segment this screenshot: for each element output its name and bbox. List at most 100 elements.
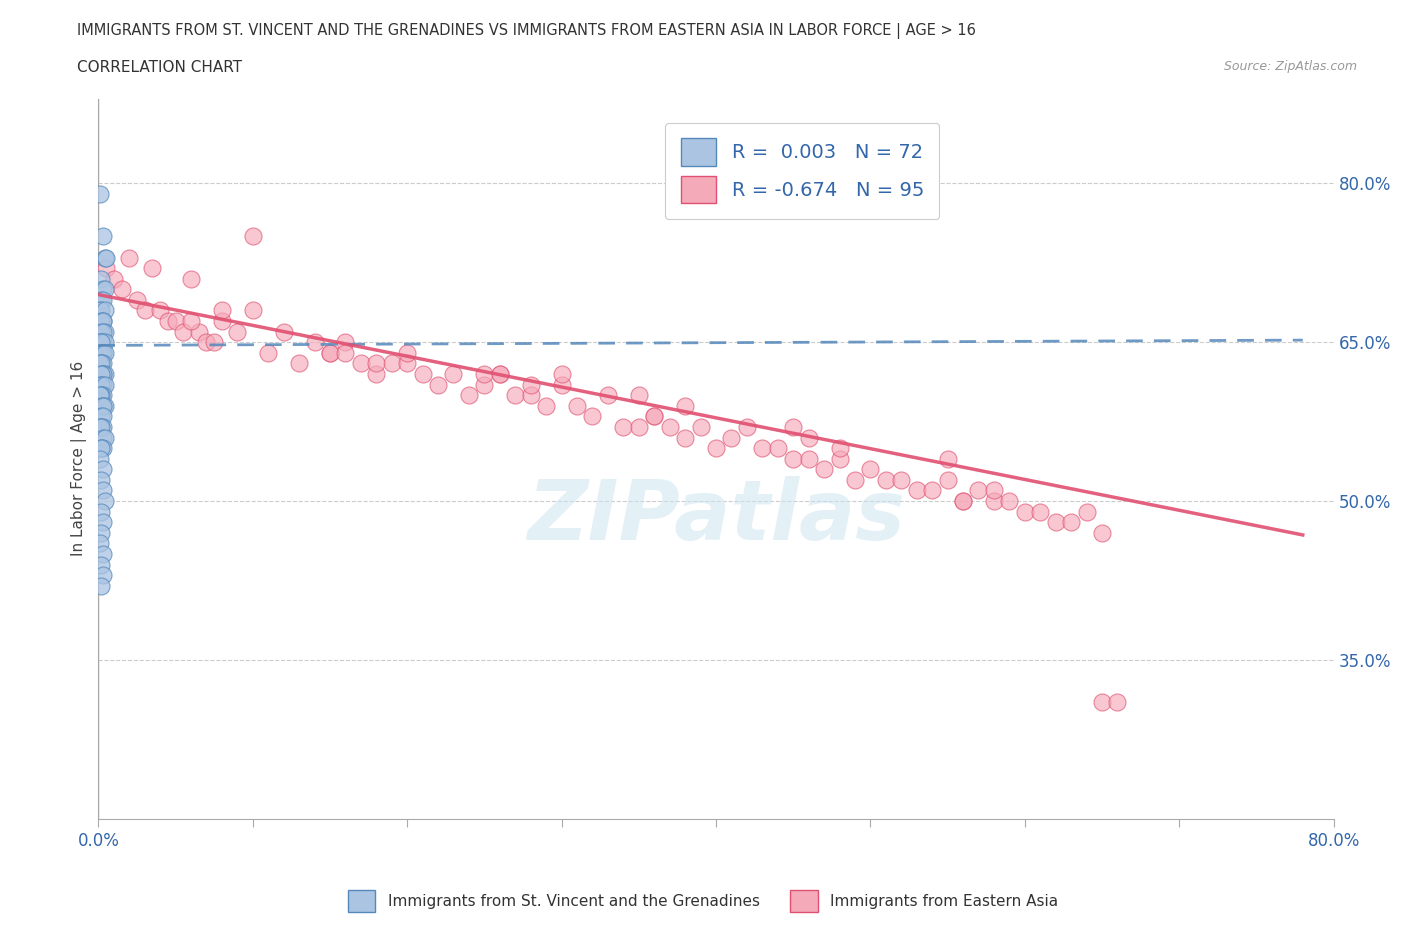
Text: Source: ZipAtlas.com: Source: ZipAtlas.com (1223, 60, 1357, 73)
Point (90, 366, 112, 381)
Point (89, 187, 111, 202)
Point (90, 313, 112, 328)
Point (998, 494, 1021, 509)
Point (766, 441, 789, 456)
Point (90, 388, 112, 403)
Point (91, 313, 114, 328)
Point (782, 451, 804, 466)
Legend: R =  0.003   N = 72, R = -0.674   N = 95: R = 0.003 N = 72, R = -0.674 N = 95 (665, 123, 939, 219)
Point (91, 282, 114, 297)
Point (1014, 504, 1036, 519)
Point (366, 356, 388, 371)
Point (211, 313, 233, 328)
Y-axis label: In Labor Force | Age > 16: In Labor Force | Age > 16 (72, 361, 87, 556)
Point (187, 325, 209, 339)
Point (658, 419, 681, 434)
Point (90, 345, 112, 360)
Point (288, 356, 311, 371)
Point (1060, 515, 1083, 530)
Point (890, 472, 912, 487)
Point (94, 250, 117, 265)
Point (91, 398, 114, 413)
Point (91, 313, 114, 328)
Point (93, 303, 115, 318)
Point (91, 398, 114, 413)
Point (565, 398, 588, 413)
Point (180, 313, 202, 328)
Point (91, 366, 114, 381)
Point (673, 430, 696, 445)
Point (89, 451, 111, 466)
Point (90, 325, 112, 339)
Point (91, 483, 114, 498)
Point (1076, 504, 1098, 519)
Point (627, 388, 650, 403)
Point (335, 335, 357, 350)
Point (242, 303, 264, 318)
Point (90, 504, 112, 519)
Point (643, 409, 665, 424)
Point (91, 345, 114, 360)
Point (304, 335, 326, 350)
Point (673, 398, 696, 413)
Point (319, 345, 342, 360)
Point (90, 398, 112, 413)
Point (118, 250, 141, 265)
Point (921, 483, 943, 498)
Point (844, 472, 866, 487)
Point (211, 303, 233, 318)
Text: CORRELATION CHART: CORRELATION CHART (77, 60, 242, 75)
Point (90, 303, 112, 318)
Point (90, 578, 112, 593)
Point (172, 325, 194, 339)
Point (90, 472, 112, 487)
Point (91, 325, 114, 339)
Point (91, 430, 114, 445)
Point (91, 462, 114, 477)
Point (581, 409, 603, 424)
Point (149, 303, 172, 318)
Point (90, 419, 112, 434)
Point (202, 335, 225, 350)
Point (735, 419, 758, 434)
Point (488, 366, 510, 381)
Point (952, 494, 974, 509)
Point (156, 313, 179, 328)
Point (91, 547, 114, 562)
Point (90, 388, 112, 403)
Point (90, 292, 112, 307)
Point (91, 366, 114, 381)
Point (90, 441, 112, 456)
Point (550, 378, 572, 392)
Text: IMMIGRANTS FROM ST. VINCENT AND THE GRENADINES VS IMMIGRANTS FROM EASTERN ASIA I: IMMIGRANTS FROM ST. VINCENT AND THE GREN… (77, 23, 976, 39)
Point (1029, 504, 1052, 519)
Point (474, 366, 496, 381)
Point (627, 419, 650, 434)
Point (1091, 525, 1114, 540)
Point (1091, 695, 1114, 710)
Point (967, 483, 990, 498)
Point (165, 313, 187, 328)
Point (93, 250, 115, 265)
Point (93, 345, 115, 360)
Point (89, 356, 111, 371)
Point (396, 345, 419, 360)
Point (936, 472, 959, 487)
Point (89, 378, 111, 392)
Point (90, 335, 112, 350)
Point (195, 335, 218, 350)
Point (813, 462, 835, 477)
Point (91, 388, 114, 403)
Point (797, 430, 820, 445)
Point (93, 378, 115, 392)
Point (257, 345, 280, 360)
Point (90, 356, 112, 371)
Point (93, 325, 115, 339)
Point (396, 356, 419, 371)
Point (859, 462, 882, 477)
Point (90, 366, 112, 381)
Point (550, 366, 572, 381)
Point (612, 419, 634, 434)
Point (519, 378, 541, 392)
Point (350, 356, 373, 371)
